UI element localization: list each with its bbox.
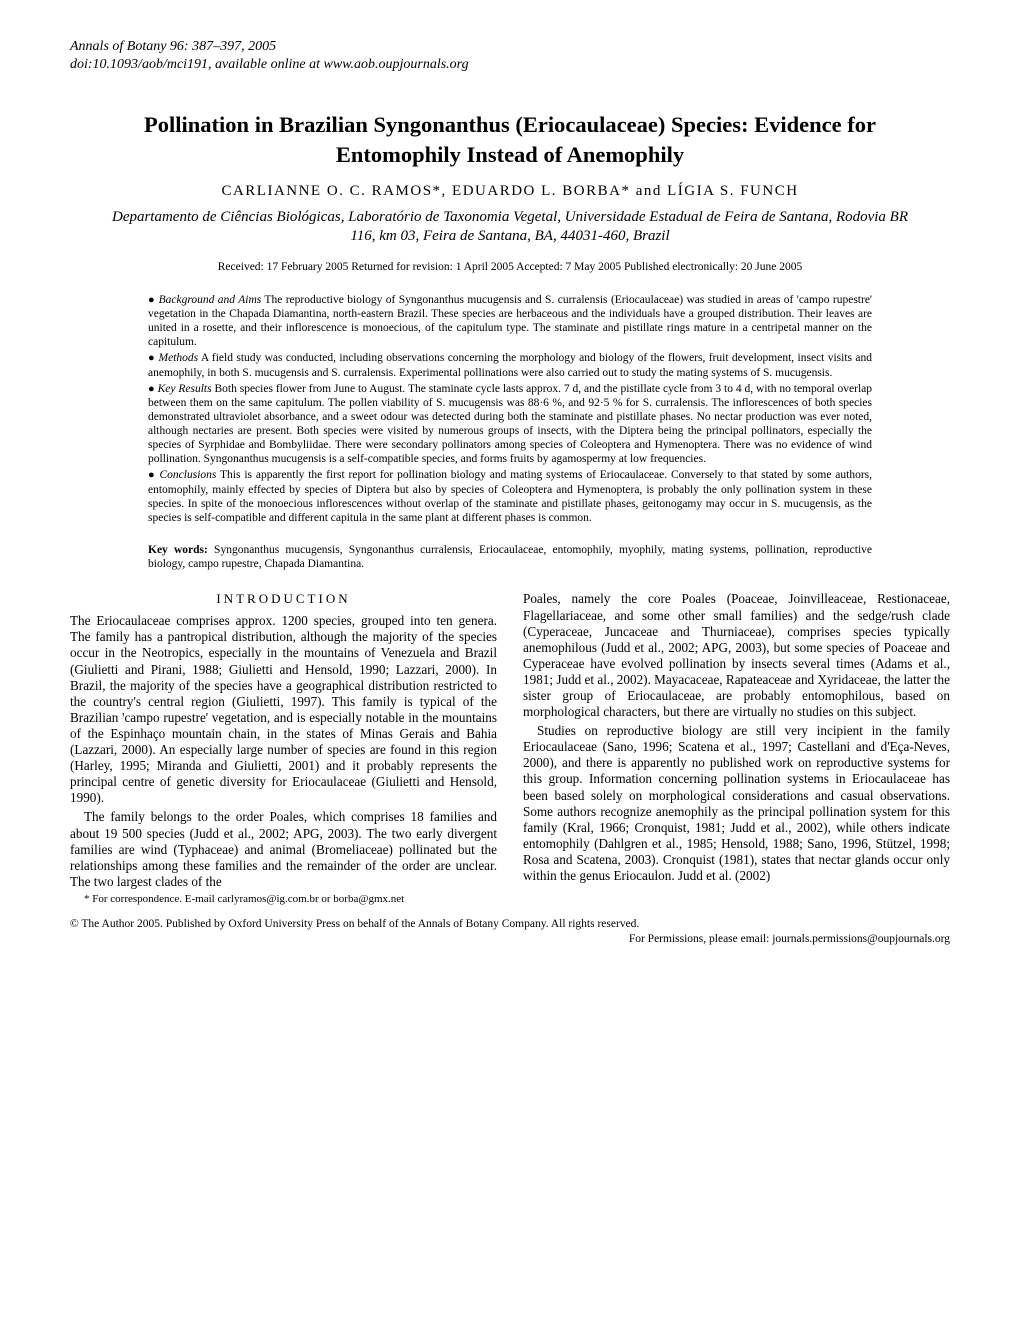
left-column: INTRODUCTION The Eriocaulaceae comprises… bbox=[70, 591, 497, 909]
keywords-text: Syngonanthus mucugensis, Syngonanthus cu… bbox=[148, 544, 872, 570]
journal-citation: Annals of Botany 96: 387–397, 2005 bbox=[70, 38, 950, 56]
abstract-keyresults: ● Key Results Both species flower from J… bbox=[148, 382, 872, 466]
abstract-conclusions-label: Conclusions bbox=[160, 469, 217, 481]
copyright-line-1: © The Author 2005. Published by Oxford U… bbox=[70, 917, 950, 932]
abstract-conclusions-text: This is apparently the first report for … bbox=[148, 469, 872, 523]
abstract-methods-text: A field study was conducted, including o… bbox=[148, 352, 872, 378]
abstract-block: ● Background and Aims The reproductive b… bbox=[148, 293, 872, 525]
abstract-conclusions: ● Conclusions This is apparently the fir… bbox=[148, 468, 872, 524]
abstract-background-label: Background and Aims bbox=[159, 294, 262, 306]
right-column: Poales, namely the core Poales (Poaceae,… bbox=[523, 591, 950, 909]
intro-paragraph-3: Poales, namely the core Poales (Poaceae,… bbox=[523, 591, 950, 720]
authors-line: CARLIANNE O. C. RAMOS*, EDUARDO L. BORBA… bbox=[70, 183, 950, 200]
abstract-background: ● Background and Aims The reproductive b… bbox=[148, 293, 872, 349]
abstract-keyresults-text: Both species flower from June to August.… bbox=[148, 383, 872, 465]
intro-paragraph-1: The Eriocaulaceae comprises approx. 1200… bbox=[70, 613, 497, 806]
copyright-line-2: For Permissions, please email: journals.… bbox=[629, 933, 950, 945]
doi-line: doi:10.1093/aob/mci191, available online… bbox=[70, 56, 950, 74]
section-heading-introduction: INTRODUCTION bbox=[70, 591, 497, 607]
abstract-methods-label: Methods bbox=[159, 352, 199, 364]
affiliation: Departamento de Ciências Biológicas, Lab… bbox=[100, 208, 920, 247]
body-columns: INTRODUCTION The Eriocaulaceae comprises… bbox=[70, 591, 950, 909]
abstract-methods: ● Methods A field study was conducted, i… bbox=[148, 351, 872, 379]
dates-line: Received: 17 February 2005 Returned for … bbox=[70, 261, 950, 273]
keywords-block: Key words: Syngonanthus mucugensis, Syng… bbox=[148, 543, 872, 572]
article-title: Pollination in Brazilian Syngonanthus (E… bbox=[100, 110, 920, 169]
keywords-label: Key words: bbox=[148, 544, 208, 556]
correspondence-footnote: * For correspondence. E-mail carlyramos@… bbox=[70, 893, 497, 906]
intro-paragraph-2: The family belongs to the order Poales, … bbox=[70, 809, 497, 889]
abstract-keyresults-label: Key Results bbox=[158, 383, 212, 395]
page-container: Annals of Botany 96: 387–397, 2005 doi:1… bbox=[0, 0, 1020, 977]
running-header: Annals of Botany 96: 387–397, 2005 doi:1… bbox=[70, 38, 950, 74]
copyright-block: © The Author 2005. Published by Oxford U… bbox=[70, 917, 950, 947]
intro-paragraph-4: Studies on reproductive biology are stil… bbox=[523, 723, 950, 884]
